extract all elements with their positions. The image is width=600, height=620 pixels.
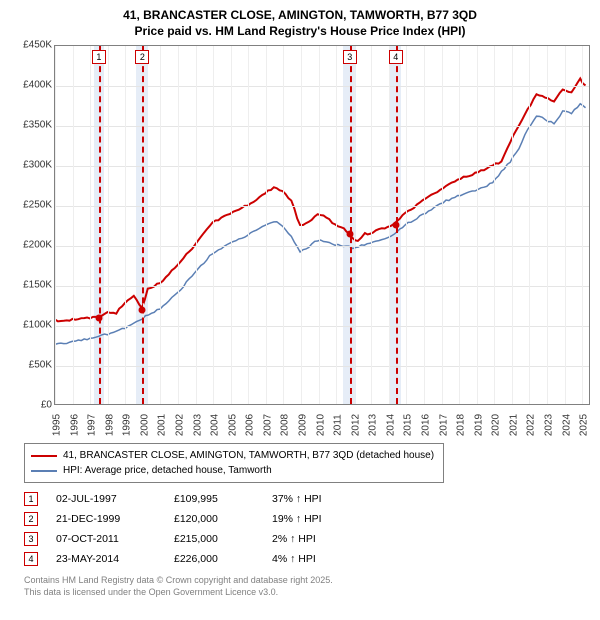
x-tick-label: 2018 [456, 414, 467, 436]
x-tick-label: 1998 [104, 414, 115, 436]
y-tick-label: £250K [23, 200, 52, 211]
x-tick-label: 2025 [579, 414, 590, 436]
transaction-price: £226,000 [174, 553, 254, 565]
title-block: 41, BRANCASTER CLOSE, AMINGTON, TAMWORTH… [10, 8, 590, 39]
y-tick-label: £450K [23, 40, 52, 51]
x-tick-label: 2006 [245, 414, 256, 436]
transaction-date: 07-OCT-2011 [56, 533, 156, 545]
x-tick-label: 2014 [385, 414, 396, 436]
x-tick-label: 2013 [368, 414, 379, 436]
marker-label-box: 1 [92, 50, 106, 64]
x-tick-label: 2020 [491, 414, 502, 436]
chart-container: 41, BRANCASTER CLOSE, AMINGTON, TAMWORTH… [0, 0, 600, 607]
line-layer [55, 46, 589, 404]
x-tick-label: 2012 [350, 414, 361, 436]
y-tick-label: £300K [23, 160, 52, 171]
transaction-price: £109,995 [174, 493, 254, 505]
transaction-date: 02-JUL-1997 [56, 493, 156, 505]
x-tick-label: 2016 [421, 414, 432, 436]
title-line-1: 41, BRANCASTER CLOSE, AMINGTON, TAMWORTH… [10, 8, 590, 24]
transaction-row: 3 07-OCT-2011 £215,000 2% ↑ HPI [24, 529, 590, 549]
x-tick-label: 2001 [157, 414, 168, 436]
marker-line [99, 46, 101, 404]
transaction-row: 1 02-JUL-1997 £109,995 37% ↑ HPI [24, 489, 590, 509]
x-tick-label: 2023 [544, 414, 555, 436]
x-tick-label: 2019 [473, 414, 484, 436]
x-tick-label: 2015 [403, 414, 414, 436]
license-line-2: This data is licensed under the Open Gov… [24, 587, 590, 599]
x-tick-label: 2002 [175, 414, 186, 436]
x-tick-label: 1995 [52, 414, 63, 436]
transaction-index-box: 3 [24, 532, 38, 546]
x-tick-label: 2022 [526, 414, 537, 436]
transaction-row: 2 21-DEC-1999 £120,000 19% ↑ HPI [24, 509, 590, 529]
transaction-index-box: 4 [24, 552, 38, 566]
marker-point [346, 231, 353, 238]
transaction-index-box: 2 [24, 512, 38, 526]
legend: 41, BRANCASTER CLOSE, AMINGTON, TAMWORTH… [24, 443, 444, 483]
x-tick-label: 2003 [192, 414, 203, 436]
marker-line [142, 46, 144, 404]
y-tick-label: £400K [23, 80, 52, 91]
y-tick-label: £0 [41, 400, 52, 411]
x-tick-label: 1997 [87, 414, 98, 436]
transaction-table: 1 02-JUL-1997 £109,995 37% ↑ HPI 2 21-DEC-199… [24, 489, 590, 569]
transaction-pct: 4% ↑ HPI [272, 553, 362, 565]
marker-point [95, 315, 102, 322]
series-price_paid [55, 79, 586, 322]
legend-label: 41, BRANCASTER CLOSE, AMINGTON, TAMWORTH… [63, 448, 434, 463]
title-line-2: Price paid vs. HM Land Registry's House … [10, 24, 590, 40]
x-tick-label: 1999 [122, 414, 133, 436]
marker-line [350, 46, 352, 404]
legend-swatch [31, 455, 57, 457]
x-tick-label: 2011 [333, 414, 344, 436]
x-tick-label: 2024 [561, 414, 572, 436]
transaction-row: 4 23-MAY-2014 £226,000 4% ↑ HPI [24, 549, 590, 569]
legend-item: 41, BRANCASTER CLOSE, AMINGTON, TAMWORTH… [31, 448, 437, 463]
x-tick-label: 2000 [139, 414, 150, 436]
x-axis: 1995 1996 1997 1998 1999 2000 2001 2002 2003 2004… [54, 407, 590, 435]
y-tick-label: £350K [23, 120, 52, 131]
x-tick-label: 2010 [315, 414, 326, 436]
x-tick-label: 2004 [210, 414, 221, 436]
y-tick-label: £50K [29, 360, 52, 371]
legend-item: HPI: Average price, detached house, Tamw… [31, 463, 437, 478]
marker-label-box: 4 [389, 50, 403, 64]
series-hpi [55, 104, 586, 345]
transaction-date: 23-MAY-2014 [56, 553, 156, 565]
legend-swatch [31, 470, 57, 472]
plot-area: 1 2 3 4 [54, 45, 590, 405]
x-tick-label: 1996 [69, 414, 80, 436]
x-tick-label: 2009 [298, 414, 309, 436]
marker-point [392, 222, 399, 229]
marker-point [139, 307, 146, 314]
chart: £0 £50K £100K £150K £200K £250K £300K £350K £400… [10, 45, 590, 435]
transaction-pct: 37% ↑ HPI [272, 493, 362, 505]
license-line-1: Contains HM Land Registry data © Crown c… [24, 575, 590, 587]
x-tick-label: 2005 [227, 414, 238, 436]
y-tick-label: £200K [23, 240, 52, 251]
x-tick-label: 2017 [438, 414, 449, 436]
x-tick-label: 2007 [262, 414, 273, 436]
x-tick-label: 2008 [280, 414, 291, 436]
y-tick-label: £150K [23, 280, 52, 291]
legend-label: HPI: Average price, detached house, Tamw… [63, 463, 272, 478]
x-tick-label: 2021 [508, 414, 519, 436]
transaction-index-box: 1 [24, 492, 38, 506]
marker-label-box: 2 [135, 50, 149, 64]
transaction-price: £120,000 [174, 513, 254, 525]
license-text: Contains HM Land Registry data © Crown c… [24, 575, 590, 598]
transaction-date: 21-DEC-1999 [56, 513, 156, 525]
transaction-price: £215,000 [174, 533, 254, 545]
marker-label-box: 3 [343, 50, 357, 64]
y-tick-label: £100K [23, 320, 52, 331]
transaction-pct: 2% ↑ HPI [272, 533, 362, 545]
transaction-pct: 19% ↑ HPI [272, 513, 362, 525]
y-axis: £0£50K£100K£150K£200K£250K£300K£350K£400… [10, 45, 54, 405]
